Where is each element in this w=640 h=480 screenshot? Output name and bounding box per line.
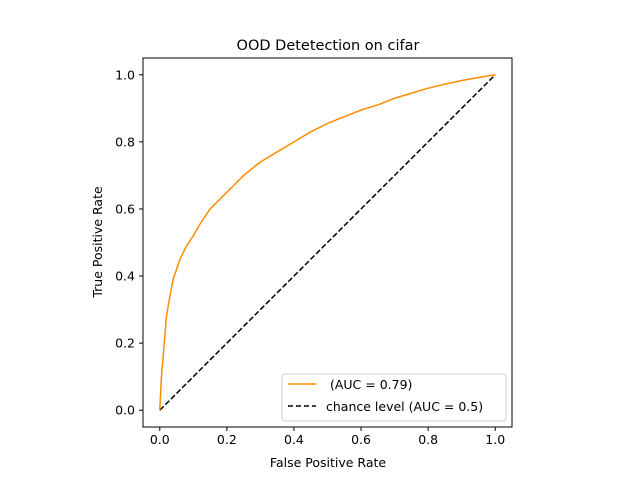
x-tick-label: 1.0 [485,432,505,447]
x-tick-label: 0.8 [418,432,438,447]
y-tick-label: 0.8 [115,134,135,149]
x-tick-label: 0.0 [150,432,170,447]
y-tick-label: 0.4 [115,269,135,284]
x-tick-label: 0.6 [351,432,371,447]
roc-curve-line [159,74,496,411]
legend-label-chance: chance level (AUC = 0.5) [326,399,483,414]
x-tick-label: 0.4 [284,432,304,447]
y-tick-label: 0.2 [115,336,135,351]
plot-frame [142,57,513,428]
y-tick-label: 0.6 [115,201,135,216]
legend-label-roc: (AUC = 0.79) [326,377,412,392]
y-tick-label: 1.0 [115,67,135,82]
y-tick-label: 0.0 [115,403,135,418]
x-tick-label: 0.2 [217,432,237,447]
legend-box [281,373,507,422]
chart-title: OOD Detetection on cifar [237,38,420,54]
x-axis-label: False Positive Rate [270,455,386,470]
legend: (AUC = 0.79) chance level (AUC = 0.5) [281,373,507,422]
chance-level-line [159,74,496,411]
y-axis-label: True Positive Rate [90,186,105,299]
